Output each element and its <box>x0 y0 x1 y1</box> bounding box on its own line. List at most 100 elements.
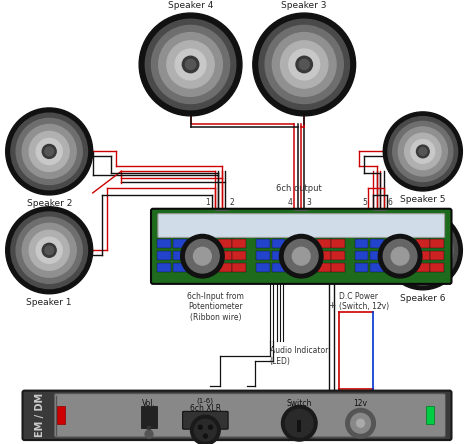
Circle shape <box>167 41 214 88</box>
Text: 6: 6 <box>387 198 392 207</box>
Circle shape <box>299 59 310 70</box>
Bar <box>232 239 246 248</box>
Circle shape <box>351 413 371 433</box>
Bar <box>430 251 444 260</box>
Bar <box>416 251 430 260</box>
Bar <box>57 406 65 424</box>
Text: 3: 3 <box>306 198 311 207</box>
Text: 6ch output: 6ch output <box>276 184 322 193</box>
Circle shape <box>289 49 319 80</box>
Circle shape <box>391 247 409 265</box>
Bar <box>256 263 270 272</box>
Bar <box>232 263 246 272</box>
Circle shape <box>356 419 365 427</box>
Circle shape <box>393 121 453 182</box>
Circle shape <box>383 239 417 273</box>
Circle shape <box>388 117 457 186</box>
Circle shape <box>383 112 462 191</box>
Circle shape <box>398 226 447 275</box>
Bar <box>256 239 270 248</box>
Circle shape <box>284 239 318 273</box>
Circle shape <box>417 244 429 257</box>
Bar <box>331 251 345 260</box>
Circle shape <box>36 237 62 263</box>
Circle shape <box>417 145 429 158</box>
Circle shape <box>265 25 343 103</box>
Circle shape <box>292 247 310 265</box>
Bar <box>218 239 232 248</box>
Circle shape <box>6 108 93 195</box>
Text: (1-6): (1-6) <box>197 397 214 404</box>
Circle shape <box>411 238 435 262</box>
Bar <box>173 251 187 260</box>
Bar <box>317 239 331 248</box>
Circle shape <box>393 220 453 280</box>
Circle shape <box>209 425 212 429</box>
FancyBboxPatch shape <box>23 391 451 440</box>
Circle shape <box>388 215 457 285</box>
Circle shape <box>203 434 207 438</box>
Bar <box>355 263 368 272</box>
Circle shape <box>198 425 202 429</box>
Text: +: + <box>328 301 336 309</box>
Bar <box>355 251 368 260</box>
Bar <box>426 406 434 424</box>
Bar <box>157 263 171 272</box>
Bar <box>256 251 270 260</box>
Circle shape <box>29 230 69 270</box>
Circle shape <box>383 211 462 290</box>
Circle shape <box>45 147 54 156</box>
Text: Speaker 5: Speaker 5 <box>400 195 446 204</box>
Circle shape <box>36 139 62 164</box>
Circle shape <box>152 25 229 103</box>
Bar <box>27 396 54 435</box>
Bar <box>331 239 345 248</box>
Circle shape <box>139 13 242 116</box>
Circle shape <box>282 405 317 441</box>
Bar <box>232 251 246 260</box>
Circle shape <box>186 239 219 273</box>
Circle shape <box>29 131 69 171</box>
Bar <box>371 251 384 260</box>
Text: Vol.: Vol. <box>142 399 156 408</box>
Text: Switch: Switch <box>287 399 312 408</box>
Bar <box>297 426 301 432</box>
Circle shape <box>185 59 196 70</box>
Circle shape <box>405 133 441 170</box>
Bar <box>371 239 384 248</box>
Circle shape <box>145 430 153 438</box>
FancyBboxPatch shape <box>158 214 445 238</box>
Circle shape <box>273 32 336 96</box>
Bar <box>272 251 285 260</box>
Circle shape <box>16 119 82 185</box>
Circle shape <box>42 243 56 257</box>
Circle shape <box>42 144 56 159</box>
Text: 4: 4 <box>287 198 292 207</box>
Text: EM / DM: EM / DM <box>35 393 46 437</box>
Text: 1: 1 <box>205 198 210 207</box>
Text: Speaker 3: Speaker 3 <box>282 1 327 10</box>
Circle shape <box>346 408 375 438</box>
Circle shape <box>253 13 356 116</box>
Bar <box>371 263 384 272</box>
FancyBboxPatch shape <box>54 393 446 437</box>
Text: D.C Power
(Switch, 12v): D.C Power (Switch, 12v) <box>339 292 389 311</box>
Bar <box>331 263 345 272</box>
Bar <box>141 406 157 428</box>
Circle shape <box>419 246 427 254</box>
Circle shape <box>378 234 422 278</box>
Circle shape <box>280 234 323 278</box>
Bar <box>173 263 187 272</box>
Bar <box>317 251 331 260</box>
Text: 2: 2 <box>229 198 234 207</box>
Circle shape <box>398 127 447 176</box>
Circle shape <box>11 212 88 289</box>
Circle shape <box>22 124 76 178</box>
Text: Speaker 6: Speaker 6 <box>400 294 446 303</box>
Text: Audio Indicator
(LED): Audio Indicator (LED) <box>270 346 328 365</box>
Text: Speaker 1: Speaker 1 <box>27 298 72 307</box>
Bar <box>430 263 444 272</box>
Circle shape <box>194 419 216 441</box>
Bar <box>157 239 171 248</box>
Circle shape <box>175 49 206 80</box>
